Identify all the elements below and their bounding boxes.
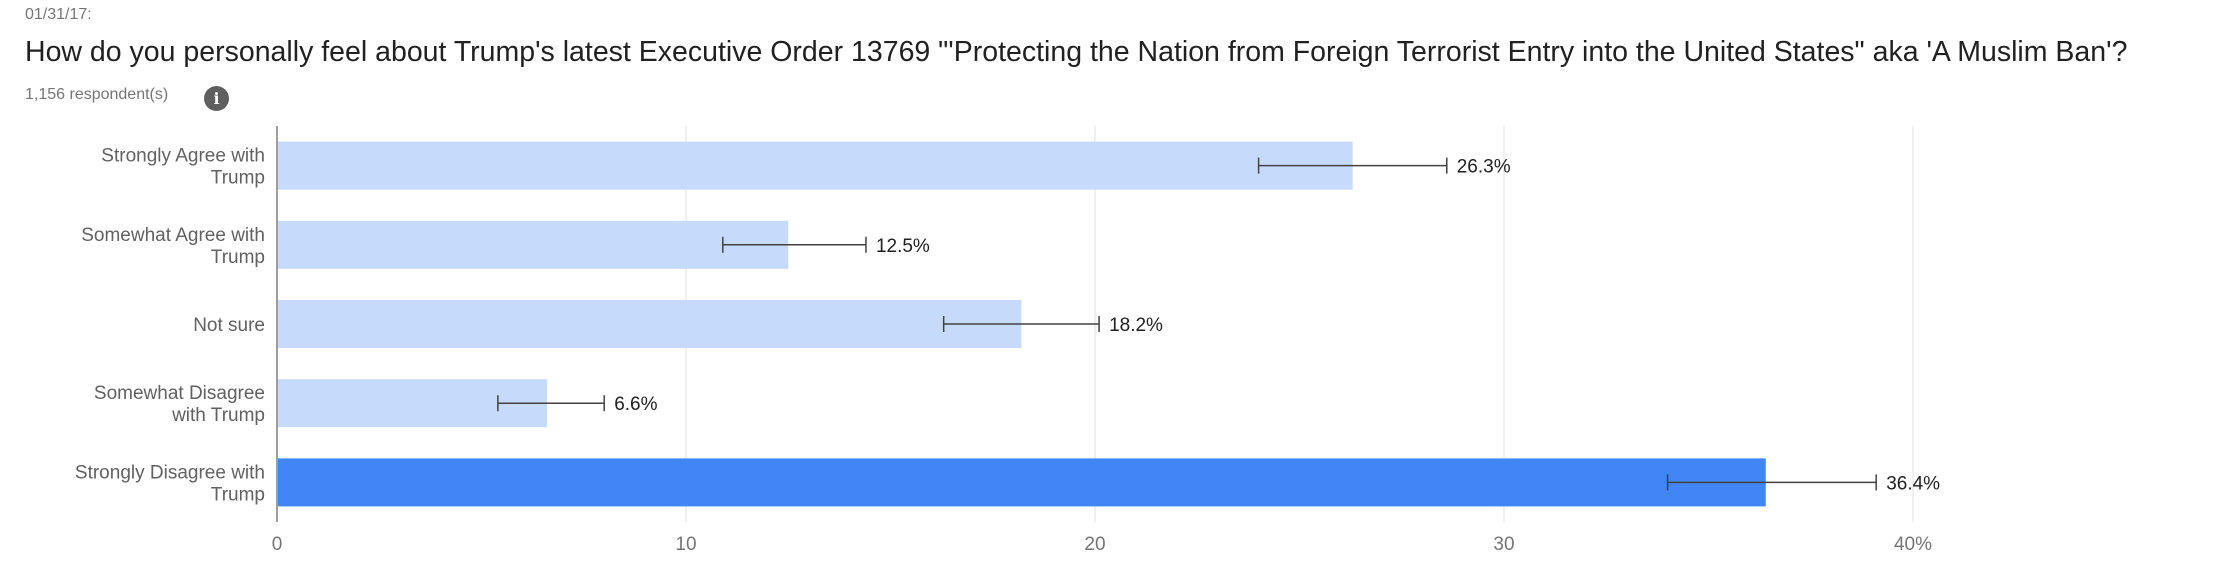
bar <box>277 458 1766 507</box>
category-label: Somewhat Disagree with Trump <box>94 383 265 426</box>
x-tick-label: 40% <box>1894 534 1932 555</box>
x-tick-label: 20 <box>1084 534 1105 555</box>
data-label: 6.6% <box>614 394 657 415</box>
x-tick-label: 0 <box>272 534 283 555</box>
category-label: Not sure <box>193 315 265 336</box>
data-label: 36.4% <box>1886 473 1940 494</box>
x-tick-label: 30 <box>1493 534 1514 555</box>
bar <box>277 300 1022 348</box>
respondent-count: 1,156 respondent(s) <box>25 86 169 103</box>
question-title: How do you personally feel about Trump's… <box>25 36 2128 68</box>
data-label: 18.2% <box>1109 315 1163 336</box>
survey-date: 01/31/17: <box>25 6 92 23</box>
bar <box>277 220 789 269</box>
category-label: Somewhat Agree with Trump <box>81 225 265 268</box>
category-label: Strongly Agree with Trump <box>101 146 265 189</box>
category-label: Strongly Disagree with Trump <box>75 462 265 505</box>
data-label: 26.3% <box>1457 157 1511 178</box>
info-icon[interactable]: i <box>204 86 229 111</box>
bar <box>277 141 1353 190</box>
data-label: 12.5% <box>876 236 930 257</box>
x-tick-label: 10 <box>675 534 696 555</box>
